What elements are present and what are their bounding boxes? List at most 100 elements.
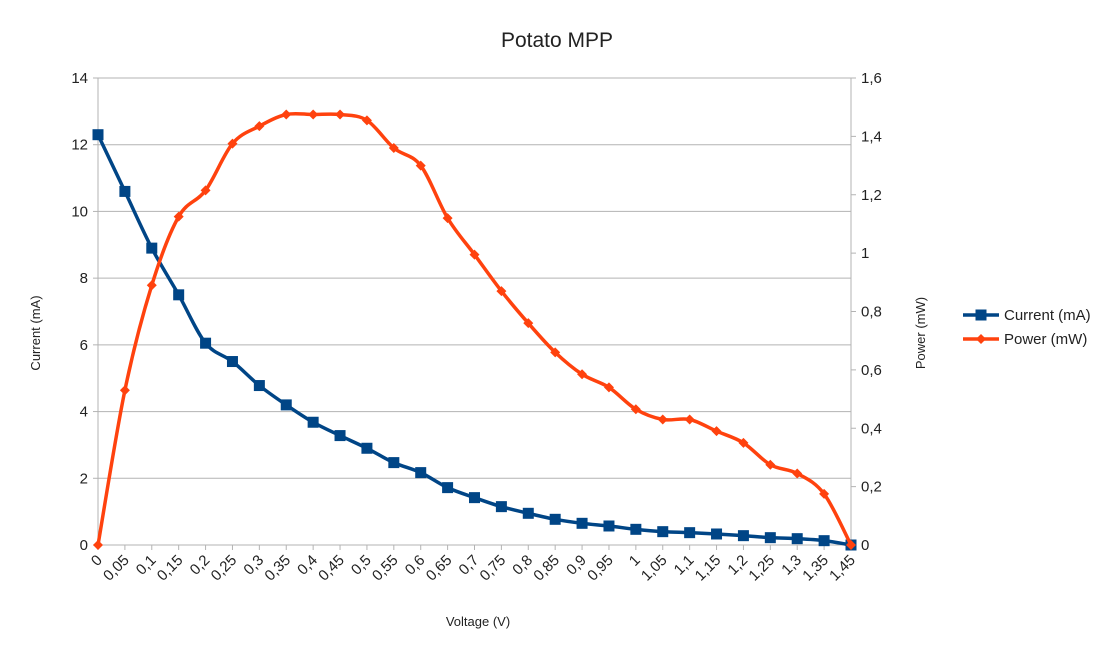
data-point	[280, 399, 292, 411]
data-point	[469, 492, 480, 504]
y-tick-label-left: 0	[80, 537, 88, 554]
data-point	[469, 249, 480, 260]
x-tick-label: 1,15	[692, 552, 725, 585]
data-point	[200, 185, 211, 196]
data-point	[657, 526, 669, 538]
series-line	[96, 111, 853, 546]
x-tick-label: 0,35	[261, 552, 294, 585]
data-point	[227, 138, 238, 149]
data-point	[737, 530, 749, 542]
legend-entry: Power (mW)	[963, 331, 1087, 348]
y-tick-label-right: 1,6	[861, 70, 882, 87]
data-point	[200, 337, 212, 349]
data-point	[334, 430, 346, 442]
legend: Current (mA) Power (mW)	[963, 307, 1091, 348]
data-point	[388, 143, 399, 154]
y-tick-label-right: 0,4	[861, 420, 882, 437]
data-point	[577, 369, 588, 380]
data-point	[119, 185, 131, 197]
data-point	[308, 109, 319, 120]
x-tick-label: 0,75	[477, 552, 510, 585]
y-tick-label-left: 14	[71, 70, 88, 87]
x-tick-label: 0,05	[100, 552, 133, 585]
data-point	[764, 532, 776, 544]
y-tick-label-left: 12	[71, 137, 88, 154]
data-point	[630, 523, 642, 535]
y-tick-label-right: 1	[861, 245, 869, 262]
data-point	[226, 356, 238, 368]
y-tick-label-left: 10	[71, 203, 88, 220]
data-point	[415, 160, 426, 171]
data-point	[819, 488, 830, 499]
data-point	[711, 426, 722, 437]
grid	[98, 77, 851, 546]
data-point	[657, 414, 668, 425]
data-point	[818, 535, 830, 547]
data-point	[173, 289, 185, 301]
data-point	[119, 385, 130, 396]
x-tick-label: 1	[626, 552, 644, 570]
data-point	[335, 109, 346, 120]
data-point	[388, 457, 400, 469]
data-point	[711, 528, 723, 540]
data-point	[496, 286, 507, 297]
legend-label: Current (mA)	[1004, 307, 1091, 324]
data-point	[307, 416, 319, 428]
y-tick-label-right: 0,2	[861, 479, 882, 496]
data-point	[361, 115, 372, 126]
legend-entry: Current (mA)	[963, 307, 1091, 324]
series-current	[92, 129, 857, 551]
data-point	[146, 242, 158, 254]
data-point	[146, 280, 157, 291]
data-point	[549, 513, 561, 525]
x-tick-label: 1,45	[826, 552, 859, 585]
y-tick-label-left: 4	[80, 404, 88, 421]
axes	[93, 77, 856, 550]
data-point	[792, 468, 803, 479]
y-tick-label-left: 8	[80, 270, 88, 287]
data-point	[684, 527, 696, 539]
legend-marker	[975, 309, 987, 321]
x-tick-label: 1,25	[745, 552, 778, 585]
y-tick-label-right: 0	[861, 537, 869, 554]
data-point	[442, 213, 453, 224]
data-point	[523, 318, 534, 329]
data-point	[361, 442, 373, 454]
data-point	[93, 540, 103, 550]
x-tick-label: 0	[88, 552, 106, 570]
y-tick-label-right: 1,2	[861, 187, 882, 204]
data-point	[550, 347, 561, 358]
data-point	[630, 404, 641, 415]
x-tick-label: 0,45	[315, 552, 348, 585]
data-point	[495, 501, 507, 513]
data-point	[442, 482, 454, 494]
y-tick-label-right: 1,4	[861, 128, 882, 145]
x-tick-label: 0,95	[584, 552, 617, 585]
data-point	[253, 380, 265, 392]
data-point	[415, 467, 427, 479]
series-power	[93, 109, 856, 550]
legend-label: Power (mW)	[1004, 331, 1087, 348]
x-tick-label: 0,55	[369, 552, 402, 585]
y-axis-label-left: Current (mA)	[28, 295, 43, 370]
chart-title: Potato MPP	[501, 29, 613, 52]
y-tick-label-right: 0,8	[861, 304, 882, 321]
x-axis-label: Voltage (V)	[446, 614, 510, 629]
y-tick-label-right: 0,6	[861, 362, 882, 379]
data-point	[173, 211, 184, 222]
x-tick-label: 0,65	[423, 552, 456, 585]
legend-marker	[976, 334, 986, 344]
data-point	[522, 507, 534, 519]
data-point	[254, 121, 265, 132]
data-point	[281, 109, 292, 120]
data-point	[603, 520, 615, 532]
y-tick-label-left: 6	[80, 337, 88, 354]
data-point	[92, 129, 104, 141]
y-axis-label-right: Power (mW)	[913, 297, 928, 369]
y-tick-label-left: 2	[80, 470, 88, 487]
data-point	[791, 533, 803, 545]
x-tick-label: 0,15	[154, 552, 187, 585]
data-point	[576, 517, 588, 529]
